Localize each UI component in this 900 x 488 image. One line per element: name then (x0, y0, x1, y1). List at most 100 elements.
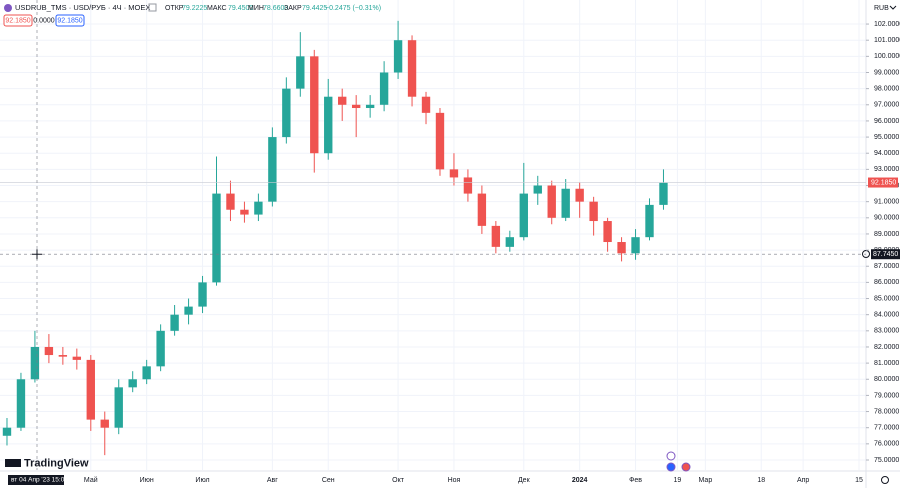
x-tick-label: 19 (674, 477, 682, 484)
x-tick-label: Май (84, 476, 98, 484)
low-label: МИН (248, 5, 264, 12)
x-tick-label: Окт (392, 477, 405, 484)
sell-button[interactable] (3, 14, 33, 27)
open-label: ОТКР (165, 5, 184, 12)
y-tick-label: 86.0000 (874, 279, 899, 286)
y-tick-label: 76.0000 (874, 441, 899, 448)
x-tick-label: Сен (322, 477, 335, 484)
y-tick-label: 81.0000 (874, 360, 899, 367)
candle-body (338, 96, 347, 105)
crosshair-time-label: вт 04 Апр '23 15:00 (11, 477, 68, 484)
candle-body (212, 193, 221, 283)
y-tick-label: 87.0000 (874, 263, 899, 270)
settings-button[interactable] (881, 476, 889, 484)
candle-body (44, 346, 54, 356)
candle-body (254, 201, 263, 215)
y-tick-label: 79.0000 (874, 392, 899, 399)
candle-body (533, 185, 542, 194)
candle-body (142, 366, 151, 380)
y-tick-label: 96.0000 (874, 118, 899, 125)
y-tick-label: 101.0000 (874, 37, 900, 44)
low-value: 78.6600 (263, 5, 288, 12)
symbol-icon[interactable] (4, 4, 12, 12)
chart-title[interactable]: USDRUB_TMS · USD/РУБ · 4Ч · MOEX (15, 3, 150, 12)
candle-body (477, 193, 487, 226)
candle-body (603, 221, 612, 243)
candle-body (58, 355, 68, 357)
y-tick-label: 94.0000 (874, 150, 899, 157)
close-label: ЗАКР (284, 5, 302, 12)
candle-body (324, 96, 333, 154)
buy-price[interactable]: 92.1850 (57, 17, 82, 24)
x-tick-label: Авг (267, 477, 278, 484)
candle-body (351, 104, 361, 109)
currency-dropdown[interactable] (889, 5, 897, 10)
candle-body (393, 40, 403, 73)
x-tick-label: Мар (699, 477, 713, 484)
y-tick-label: 95.0000 (874, 134, 899, 141)
candle-body (184, 306, 193, 315)
candle-body (617, 242, 626, 254)
candle-body (659, 182, 668, 205)
close-value: 79.4425 (302, 5, 327, 12)
x-tick-label: 18 (757, 477, 765, 484)
candle-body (575, 188, 584, 202)
candle-body (156, 330, 165, 367)
x-tick-label: 2024 (572, 477, 588, 484)
candle-body (86, 359, 95, 420)
y-tick-label: 84.0000 (874, 312, 899, 319)
crosshair-time-tag (8, 475, 64, 485)
candle-body (645, 204, 654, 238)
visibility-toggle[interactable] (148, 3, 157, 12)
candle-body (100, 419, 109, 428)
y-tick-label: 102.0000 (874, 21, 900, 28)
crosshair-cursor (32, 249, 42, 260)
candle-body (114, 387, 123, 428)
candle-body (589, 201, 598, 222)
buy-button[interactable] (55, 14, 85, 27)
open-value: 79.2225 (182, 5, 207, 12)
y-tick-label: 91.0000 (874, 199, 899, 206)
candle-body (561, 188, 570, 218)
candle-body (226, 193, 235, 210)
last-price-tag (868, 177, 898, 188)
x-tick-label: 15 (855, 477, 863, 484)
y-tick-label: 90.0000 (874, 215, 899, 222)
candle-body (2, 427, 12, 436)
high-label: МАКС (207, 5, 227, 12)
candle-body (240, 209, 249, 215)
x-tick-label: Фев (629, 477, 642, 484)
event-icon[interactable] (681, 462, 691, 472)
candle-body (547, 185, 556, 218)
event-icon[interactable] (666, 462, 676, 472)
candle-body (435, 112, 445, 170)
logo: TradingView (24, 457, 89, 469)
candle-body (72, 356, 82, 360)
y-tick-label: 100.0000 (874, 53, 900, 60)
candle-body (421, 96, 431, 113)
y-tick-label: 77.0000 (874, 425, 899, 432)
candle-body (296, 56, 305, 89)
x-tick-label: Июл (195, 477, 209, 484)
candle-body (16, 379, 26, 428)
sell-price[interactable]: 92.1850 (5, 17, 30, 24)
candle-body (198, 282, 207, 307)
candle-body (128, 379, 137, 388)
spread: 0.0000 (33, 17, 55, 24)
x-tick-label: Июн (140, 477, 154, 484)
y-tick-label: 93.0000 (874, 166, 899, 173)
candle-body (505, 237, 515, 247)
y-tick-label: 80.0000 (874, 376, 899, 383)
change-value: −0.2475 (−0.31%) (325, 5, 381, 12)
candle-body (365, 104, 375, 109)
last-price-label: 92.1850 (871, 179, 896, 186)
y-tick-label: 85.0000 (874, 295, 899, 302)
event-icon[interactable] (666, 451, 676, 461)
candle-body (282, 88, 291, 138)
y-tick-label: 78.0000 (874, 408, 899, 415)
currency[interactable]: RUB (874, 5, 889, 12)
y-tick-label: 97.0000 (874, 102, 899, 109)
candle-body (449, 169, 459, 178)
